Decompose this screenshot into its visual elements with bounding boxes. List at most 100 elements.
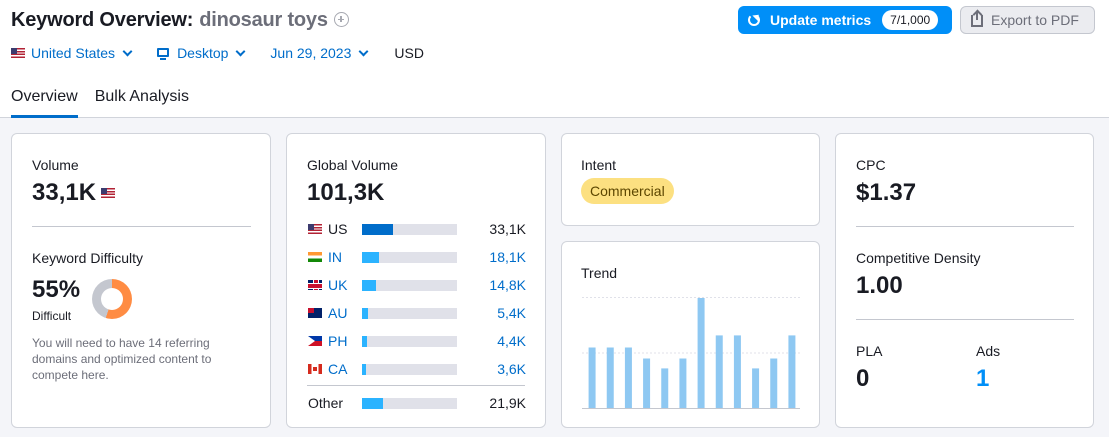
trend-bar[interactable] <box>624 347 632 409</box>
country-volume: 18,1K <box>489 249 526 265</box>
add-to-list-icon[interactable] <box>333 12 349 27</box>
date-label: Jun 29, 2023 <box>270 45 352 61</box>
country-row[interactable]: IN 18,1K <box>308 249 526 265</box>
volume-value: 33,1K <box>32 179 116 207</box>
country-row[interactable]: PH 4,4K <box>308 333 526 349</box>
country-row[interactable]: UK 14,8K <box>308 277 526 293</box>
country-code: PH <box>328 333 348 349</box>
country-row[interactable]: CA 3,6K <box>308 361 526 377</box>
volume-bar <box>362 335 457 347</box>
volume-bar-fill <box>362 223 394 235</box>
us-flag-icon <box>11 48 25 58</box>
chevron-down-icon <box>235 46 246 56</box>
difficulty-note: You will need to have 14 referring domai… <box>32 336 212 382</box>
country-volume: 3,6K <box>497 361 526 377</box>
india-flag-icon <box>308 252 322 262</box>
competitive-density-label: Competitive Density <box>856 250 981 266</box>
tab-bulk-analysis[interactable]: Bulk Analysis <box>94 88 189 105</box>
trend-bar[interactable] <box>679 358 687 409</box>
intent-badge[interactable]: Commercial <box>581 178 674 204</box>
pla-label: PLA <box>856 343 883 359</box>
divider <box>32 226 251 227</box>
volume-label: Volume <box>32 157 79 173</box>
volume-card: Volume 33,1K Keyword Difficulty 55% Diff… <box>11 133 271 428</box>
trend-bar[interactable] <box>752 368 760 408</box>
volume-bar-fill <box>362 251 380 263</box>
tab-bar: Overview Bulk Analysis <box>11 88 206 118</box>
ads-value[interactable]: 1 <box>976 365 990 392</box>
ads-label: Ads <box>976 343 1001 359</box>
us-flag-icon <box>308 224 322 234</box>
country-label: United States <box>31 45 116 61</box>
other-volume: 21,9K <box>489 395 526 411</box>
trend-bar[interactable] <box>697 298 705 408</box>
trend-bar[interactable] <box>661 368 669 408</box>
canada-flag-icon <box>308 364 322 374</box>
currency-label: USD <box>394 45 424 61</box>
philippines-flag-icon <box>308 336 322 346</box>
keyword-difficulty-value: 55% <box>32 276 81 303</box>
trend-label: Trend <box>581 265 618 281</box>
country-row[interactable]: US 33,1K <box>308 221 526 237</box>
trend-bar[interactable] <box>606 347 614 409</box>
device-label: Desktop <box>177 45 229 61</box>
other-label: Other <box>308 395 344 411</box>
global-volume-label: Global Volume <box>307 157 399 173</box>
cpc-value: $1.37 <box>856 179 917 206</box>
trend-bar[interactable] <box>770 358 778 409</box>
export-pdf-button[interactable]: Export to PDF <box>960 6 1095 34</box>
tab-overview[interactable]: Overview <box>11 88 78 118</box>
trend-chart <box>582 297 800 409</box>
device-select[interactable]: Desktop <box>157 45 246 61</box>
trend-bar[interactable] <box>715 335 723 408</box>
volume-bar <box>362 251 457 263</box>
volume-bar-fill <box>362 279 377 291</box>
competitive-density-value: 1.00 <box>856 272 903 299</box>
title-text: Keyword Overview: <box>11 9 194 31</box>
pla-value: 0 <box>856 365 870 392</box>
cpc-card: CPC $1.37 Competitive Density 1.00 PLA 0… <box>835 133 1094 428</box>
global-volume-value: 101,3K <box>307 179 385 206</box>
page-title: Keyword Overview: dinosaur toys <box>11 9 349 32</box>
volume-bar <box>362 279 457 291</box>
volume-bar <box>362 223 457 235</box>
volume-number: 33,1K <box>32 179 97 206</box>
difficulty-level: Difficult <box>32 309 72 323</box>
trend-bar[interactable] <box>788 335 796 408</box>
intent-label: Intent <box>581 157 617 173</box>
intent-card: Intent Commercial <box>561 133 820 226</box>
country-volume: 14,8K <box>489 277 526 293</box>
divider <box>307 385 525 386</box>
country-volume: 4,4K <box>497 333 526 349</box>
country-row[interactable]: AU 5,4K <box>308 305 526 321</box>
country-code: US <box>328 221 348 237</box>
country-volume: 5,4K <box>497 305 526 321</box>
volume-bar <box>362 363 457 375</box>
country-select[interactable]: United States <box>11 45 133 61</box>
volume-bar-fill <box>362 397 383 409</box>
volume-bar-fill <box>362 363 366 375</box>
date-select[interactable]: Jun 29, 2023 <box>270 45 369 61</box>
other-row: Other 21,9K <box>308 395 526 411</box>
volume-bar-fill <box>362 335 367 347</box>
global-volume-card: Global Volume 101,3K US 33,1K IN 18,1K U… <box>286 133 546 428</box>
trend-bar[interactable] <box>733 335 741 408</box>
country-code: IN <box>328 249 342 265</box>
metrics-quota-badge: 7/1,000 <box>882 10 939 30</box>
cpc-label: CPC <box>856 157 886 173</box>
trend-card: Trend <box>561 241 820 428</box>
australia-flag-icon <box>308 308 322 318</box>
volume-bar <box>362 307 457 319</box>
divider <box>856 226 1074 227</box>
keyword-difficulty-label: Keyword Difficulty <box>32 250 144 266</box>
update-metrics-button[interactable]: Update metrics 7/1,000 <box>738 6 952 34</box>
trend-bar[interactable] <box>643 358 651 409</box>
volume-bar <box>362 397 457 409</box>
chevron-down-icon <box>358 46 369 56</box>
us-flag-icon <box>101 188 116 198</box>
trend-bar[interactable] <box>588 347 596 409</box>
update-metrics-label: Update metrics <box>770 12 872 28</box>
refresh-icon <box>748 14 760 26</box>
divider <box>856 319 1074 320</box>
country-code: UK <box>328 277 348 293</box>
